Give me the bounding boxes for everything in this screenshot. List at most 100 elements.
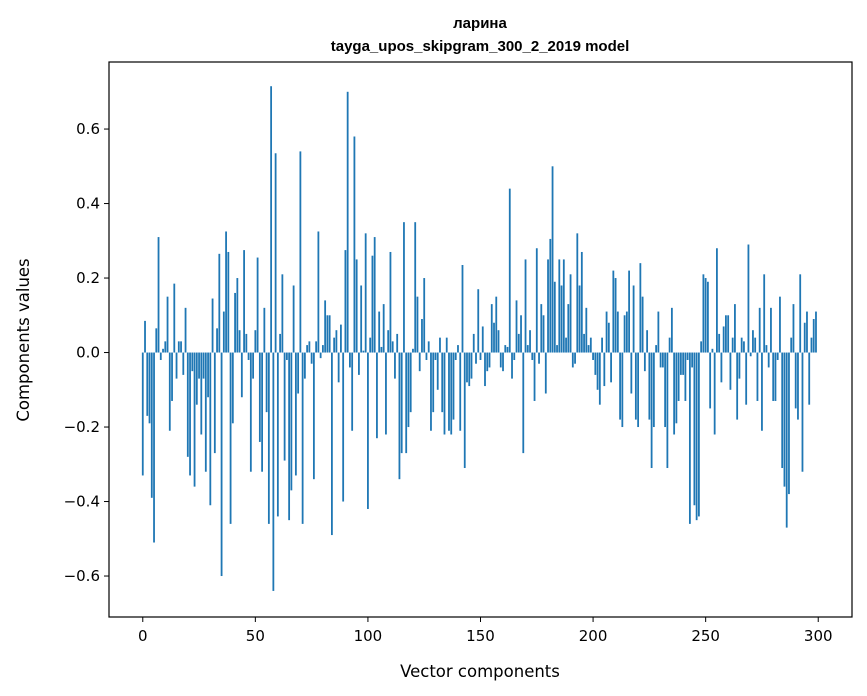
- bar: [416, 296, 419, 353]
- bar: [247, 352, 250, 360]
- bar: [466, 352, 468, 383]
- bar: [502, 352, 504, 372]
- bar: [722, 326, 725, 353]
- bar: [254, 330, 257, 353]
- bar: [517, 333, 520, 353]
- bar: [727, 315, 730, 353]
- bar: [560, 285, 563, 353]
- bar: [745, 352, 748, 405]
- bar: [249, 352, 252, 472]
- bar: [695, 352, 698, 521]
- bar: [270, 86, 273, 353]
- bar: [400, 352, 403, 454]
- bar: [632, 285, 635, 353]
- bar: [578, 285, 581, 353]
- bar: [774, 352, 777, 401]
- bar: [285, 352, 288, 360]
- bar: [788, 352, 790, 495]
- bar: [641, 296, 644, 353]
- bar: [421, 319, 423, 353]
- bar: [511, 352, 513, 379]
- bar: [175, 352, 178, 379]
- bar: [490, 304, 493, 353]
- bar: [533, 352, 536, 401]
- bar: [675, 352, 678, 424]
- bar: [186, 352, 189, 457]
- bar: [643, 352, 646, 372]
- bar: [574, 352, 576, 364]
- bar: [337, 352, 340, 383]
- bar: [763, 274, 766, 353]
- bar: [792, 304, 795, 353]
- bar: [677, 352, 680, 401]
- bar: [340, 324, 342, 353]
- bar: [688, 352, 691, 524]
- bar: [326, 315, 329, 353]
- bar: [213, 352, 216, 454]
- bar: [698, 352, 700, 517]
- bar: [704, 278, 707, 353]
- bar: [362, 350, 365, 353]
- bar: [171, 352, 173, 401]
- x-tick-label: 150: [466, 627, 495, 645]
- bar: [549, 238, 552, 353]
- bar: [346, 91, 349, 353]
- bar: [655, 345, 658, 353]
- bar: [391, 341, 394, 353]
- bar: [544, 352, 547, 394]
- bar: [378, 311, 381, 353]
- bar: [569, 274, 572, 353]
- x-tick-label: 300: [804, 627, 833, 645]
- bar: [240, 352, 243, 398]
- bar: [504, 345, 507, 353]
- bar: [265, 352, 268, 413]
- bar: [276, 352, 279, 517]
- bar: [157, 237, 160, 353]
- chart-subtitle: tayga_upos_skipgram_300_2_2019 model: [331, 38, 630, 55]
- bar: [432, 352, 435, 413]
- bar: [308, 341, 311, 353]
- bar: [463, 352, 466, 469]
- bar: [720, 352, 723, 383]
- x-axis-label: Vector components: [400, 662, 560, 681]
- bar: [571, 352, 574, 368]
- bar: [580, 251, 583, 353]
- bar: [652, 352, 655, 428]
- bar: [497, 330, 500, 353]
- bar: [515, 300, 518, 353]
- bar: [639, 263, 642, 353]
- bar: [772, 352, 775, 401]
- bar: [628, 270, 630, 353]
- bar: [394, 352, 396, 379]
- bar: [765, 345, 768, 353]
- bar: [148, 352, 151, 424]
- bar: [693, 352, 696, 506]
- y-tick-label: 0.2: [76, 269, 100, 287]
- bar: [335, 330, 338, 353]
- bar: [707, 281, 709, 353]
- bar: [486, 352, 489, 372]
- bar: [418, 352, 421, 372]
- bar: [150, 352, 153, 498]
- bar: [202, 352, 205, 379]
- bar: [166, 296, 169, 353]
- bars-group: [141, 86, 817, 591]
- bar: [603, 352, 606, 387]
- bar: [508, 188, 511, 353]
- bar: [258, 352, 261, 442]
- bar: [785, 352, 788, 528]
- bar: [292, 285, 295, 353]
- bar: [758, 307, 761, 353]
- bar: [321, 345, 324, 353]
- bar: [457, 345, 459, 353]
- bar: [310, 352, 313, 364]
- bar: [783, 352, 786, 487]
- bar: [423, 278, 426, 353]
- bar: [294, 352, 297, 476]
- bar: [376, 352, 378, 439]
- bar: [281, 274, 284, 353]
- bar: [585, 307, 588, 353]
- bar: [711, 348, 714, 353]
- bar: [141, 352, 144, 476]
- bar: [358, 352, 360, 375]
